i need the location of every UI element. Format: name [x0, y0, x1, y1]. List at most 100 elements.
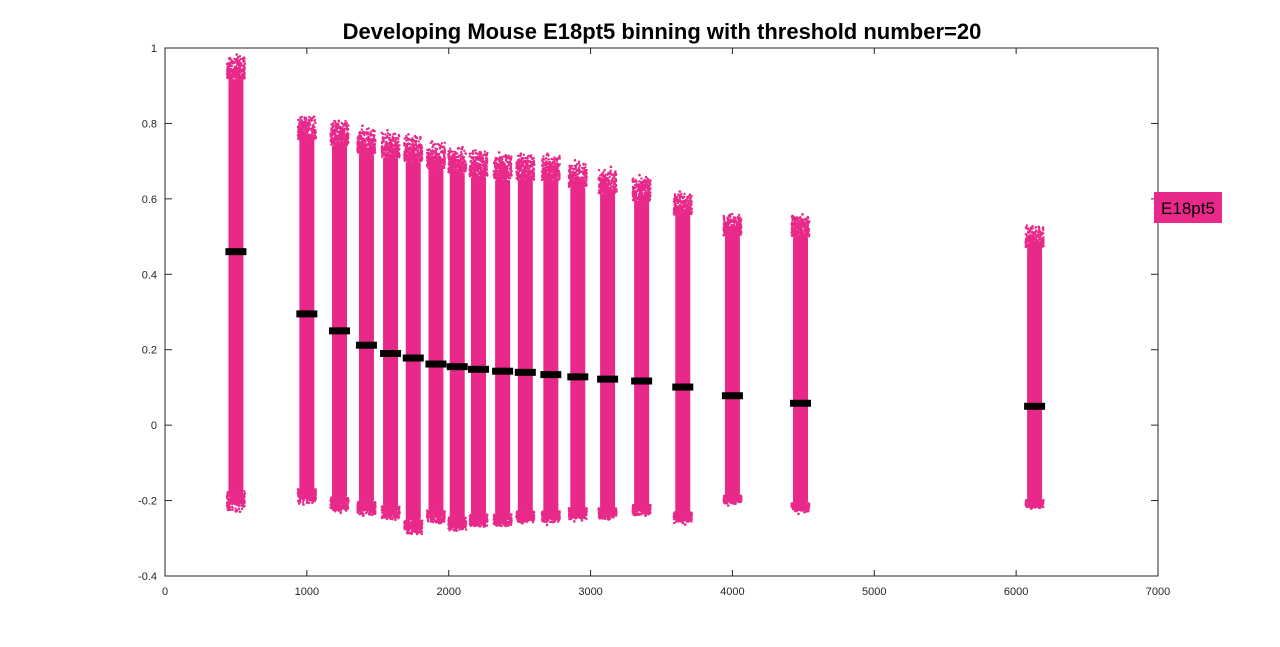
bin-density-core — [600, 193, 616, 509]
bin-column — [790, 213, 811, 516]
median-marker — [514, 368, 536, 376]
outlier-point — [519, 152, 523, 155]
outlier-point — [573, 520, 576, 523]
outlier-point — [797, 512, 800, 516]
outlier-point — [803, 510, 806, 514]
bin-scatter-points — [597, 168, 618, 521]
outlier-point — [408, 531, 412, 535]
bin-scatter-points — [492, 153, 513, 528]
outlier-point — [606, 517, 609, 520]
median-marker — [567, 373, 589, 381]
median-marker — [672, 383, 694, 391]
outlier-point — [305, 501, 309, 504]
outlier-point — [728, 214, 731, 217]
bin-density-core — [675, 214, 691, 513]
median-marker — [296, 310, 318, 318]
outlier-point — [361, 514, 365, 518]
outlier-point — [497, 151, 501, 154]
axes-box — [164, 47, 1159, 577]
x-tick-label: 5000 — [862, 586, 886, 598]
outlier-point — [644, 514, 647, 517]
y-tick-label: 0.8 — [142, 118, 157, 130]
bin-scatter-points — [567, 160, 589, 521]
outlier-point — [678, 190, 682, 193]
x-axis-ticks: 0 1000 2000 3000 4000 5000 6000 7000 — [162, 48, 1170, 598]
x-tick-label: 2000 — [436, 586, 460, 598]
bin-column — [631, 173, 652, 517]
x-tick-label: 3000 — [578, 586, 602, 598]
outlier-point — [337, 120, 341, 123]
bin-density-core — [331, 145, 347, 498]
bin-scatter-points — [403, 134, 424, 536]
outlier-point — [333, 509, 337, 512]
outlier-point — [545, 520, 548, 524]
outlier-point — [437, 521, 441, 525]
bin-column — [515, 152, 536, 525]
outlier-point — [415, 532, 419, 536]
median-markers-layer — [225, 248, 1046, 410]
outlier-point — [683, 523, 687, 526]
median-marker — [446, 363, 468, 371]
bin-density-core — [793, 236, 809, 504]
median-marker — [790, 399, 812, 407]
outlier-point — [368, 512, 371, 516]
outlier-point — [521, 520, 525, 524]
median-marker — [380, 349, 402, 357]
outlier-point — [302, 503, 305, 506]
outlier-point — [801, 213, 804, 216]
bin-scatter-points — [296, 115, 318, 505]
outlier-point — [455, 529, 458, 532]
bin-column — [567, 158, 589, 523]
bin-scatter-points — [790, 214, 811, 513]
chart-title: Developing Mouse E18pt5 binning with thr… — [343, 19, 982, 44]
bin-scatter-points — [722, 212, 743, 505]
outlier-point — [504, 524, 508, 527]
bin-column — [1024, 224, 1045, 510]
bin-density-core — [724, 235, 740, 496]
bin-column — [225, 53, 247, 514]
y-tick-label: 0.6 — [142, 194, 157, 206]
outlier-point — [407, 133, 410, 136]
outlier-point — [457, 146, 460, 150]
bin-column — [425, 140, 447, 525]
bin-column — [356, 124, 377, 518]
outlier-point — [637, 513, 641, 516]
bin-scatter-points — [631, 175, 652, 517]
bin-column — [329, 119, 350, 515]
outlier-point — [303, 116, 307, 119]
outlier-point — [573, 158, 577, 162]
y-tick-label: 0.2 — [142, 345, 157, 357]
outlier-point — [1037, 225, 1041, 229]
bin-density-core — [1027, 246, 1043, 500]
outlier-point — [235, 510, 238, 513]
bin-density-core — [543, 180, 559, 512]
outlier-point — [384, 516, 388, 519]
bin-density-core — [405, 161, 421, 521]
y-axis-ticks: -0.4 -0.2 0 0.2 0.4 0.6 0.8 1 — [138, 43, 1158, 583]
median-marker — [425, 360, 447, 368]
median-marker — [1024, 402, 1046, 410]
outlier-point — [430, 140, 434, 143]
outlier-point — [474, 149, 477, 152]
bin-scatter-points — [225, 55, 247, 513]
y-tick-label: -0.4 — [138, 571, 157, 583]
outlier-point — [681, 521, 685, 525]
median-marker — [328, 327, 350, 335]
bin-scatter-points — [380, 131, 401, 521]
x-tick-label: 4000 — [720, 586, 744, 598]
bin-density-core — [517, 179, 533, 512]
bin-density-core — [428, 168, 444, 511]
outlier-point — [473, 524, 477, 528]
y-tick-label: -0.2 — [138, 496, 157, 508]
bin-density-core — [570, 187, 586, 509]
outlier-point — [546, 152, 549, 156]
median-marker — [468, 365, 490, 373]
y-tick-label: 1 — [151, 43, 157, 55]
outlier-point — [235, 53, 239, 56]
outlier-point — [638, 173, 641, 177]
bin-column — [447, 145, 468, 532]
bin-density-core — [228, 79, 244, 492]
bin-column — [403, 133, 424, 536]
bin-column — [597, 165, 618, 521]
outlier-point — [339, 511, 342, 515]
